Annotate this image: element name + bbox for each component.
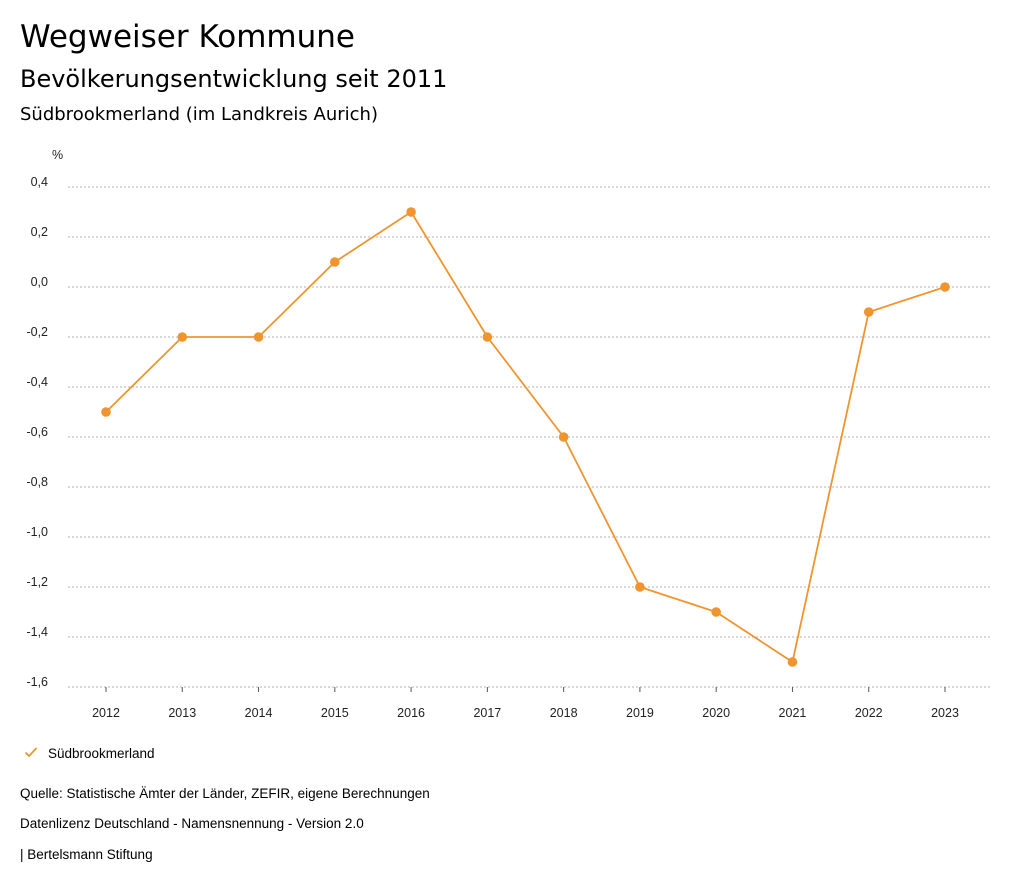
- x-tick-label: 2015: [321, 706, 349, 720]
- x-tick-label: 2020: [702, 706, 730, 720]
- x-tick-label: 2012: [92, 706, 120, 720]
- line-chart: % 0,4 0,2 0,0 -0,2 -0,4 -0,6 -0,8 -1,0 -1,2 -1,4 -…: [26, 148, 990, 720]
- license-note: Datenlizenz Deutschland - Namensnennung …: [20, 816, 364, 831]
- series-layer: [101, 207, 950, 667]
- y-tick-label: -0,2: [26, 325, 48, 339]
- legend-label: Südbrookmerland: [48, 746, 155, 761]
- data-point[interactable]: [863, 307, 874, 317]
- data-point[interactable]: [940, 282, 950, 292]
- y-tick-label: -1,4: [26, 625, 48, 639]
- data-point[interactable]: [711, 607, 721, 617]
- x-tick-label: 2021: [779, 706, 807, 720]
- y-tick-label: 0,2: [31, 225, 48, 239]
- data-point[interactable]: [253, 332, 264, 342]
- y-tick-label: -1,6: [26, 675, 48, 689]
- x-tick-label: 2014: [245, 706, 273, 720]
- data-point[interactable]: [558, 432, 569, 442]
- x-tick-label: 2022: [855, 706, 883, 720]
- x-tick-label: 2013: [168, 706, 196, 720]
- y-tick-label: 0,4: [31, 175, 48, 189]
- source-note: Quelle: Statistische Ämter der Länder, Z…: [20, 786, 430, 801]
- region-label: Südbrookmerland (im Landkreis Aurich): [20, 104, 378, 125]
- data-point[interactable]: [101, 407, 111, 417]
- x-tick-label: 2023: [931, 706, 959, 720]
- data-point[interactable]: [330, 257, 340, 267]
- data-point[interactable]: [635, 582, 645, 592]
- x-tick-label: 2017: [473, 706, 501, 720]
- chart-legend[interactable]: Südbrookmerland: [22, 744, 155, 764]
- x-tick-label: 2016: [397, 706, 425, 720]
- data-point[interactable]: [406, 207, 416, 217]
- grid-lines: [68, 186, 990, 688]
- y-tick-label: -0,4: [26, 375, 48, 389]
- x-axis-ticks: 2012 2013 2014 2015 2016 2017 2018 2019 2020 2021…: [92, 687, 959, 720]
- x-tick-label: 2018: [550, 706, 578, 720]
- y-tick-label: -0,6: [26, 425, 48, 439]
- x-tick-label: 2019: [626, 706, 654, 720]
- data-point[interactable]: [177, 332, 188, 342]
- y-tick-label: -1,0: [26, 525, 48, 539]
- y-tick-label: -1,2: [26, 575, 48, 589]
- data-point[interactable]: [482, 332, 493, 342]
- credit-note: | Bertelsmann Stiftung: [20, 847, 153, 862]
- y-tick-label: -0,8: [26, 475, 48, 489]
- page-title: Wegweiser Kommune: [20, 19, 355, 55]
- data-point[interactable]: [787, 657, 798, 667]
- y-tick-label: 0,0: [31, 275, 48, 289]
- chart-subtitle: Bevölkerungsentwicklung seit 2011: [20, 65, 448, 93]
- y-axis-unit-label: %: [52, 148, 63, 162]
- check-icon: [22, 744, 40, 764]
- y-axis-ticks: 0,4 0,2 0,0 -0,2 -0,4 -0,6 -0,8 -1,0 -1,2 -1,4 -1,…: [26, 175, 48, 689]
- series-line: [105, 211, 946, 663]
